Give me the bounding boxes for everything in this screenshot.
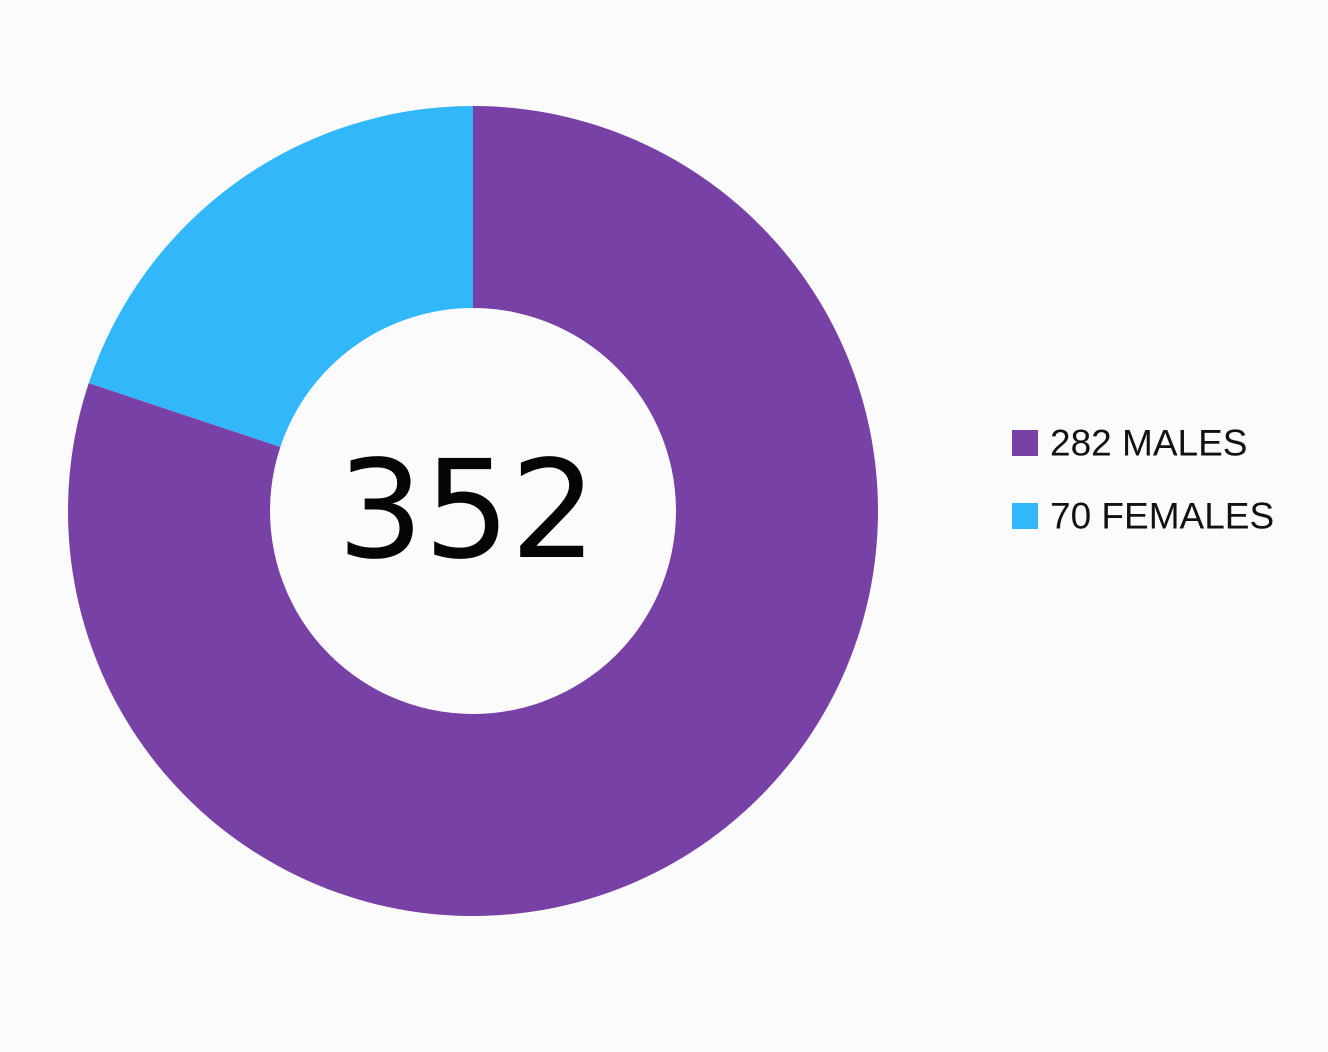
legend-swatch-1 xyxy=(1012,503,1038,529)
legend-swatch-0 xyxy=(1012,430,1038,456)
chart-slices xyxy=(68,106,879,917)
legend-label-0: 282 MALES xyxy=(1050,423,1247,464)
center-total-label: 352 xyxy=(337,432,597,590)
legend-label-1: 70 FEMALES xyxy=(1050,496,1274,537)
chart-legend: 282 MALES 70 FEMALES xyxy=(1012,423,1274,537)
slice-1 xyxy=(88,106,474,447)
slice-0 xyxy=(68,106,879,917)
